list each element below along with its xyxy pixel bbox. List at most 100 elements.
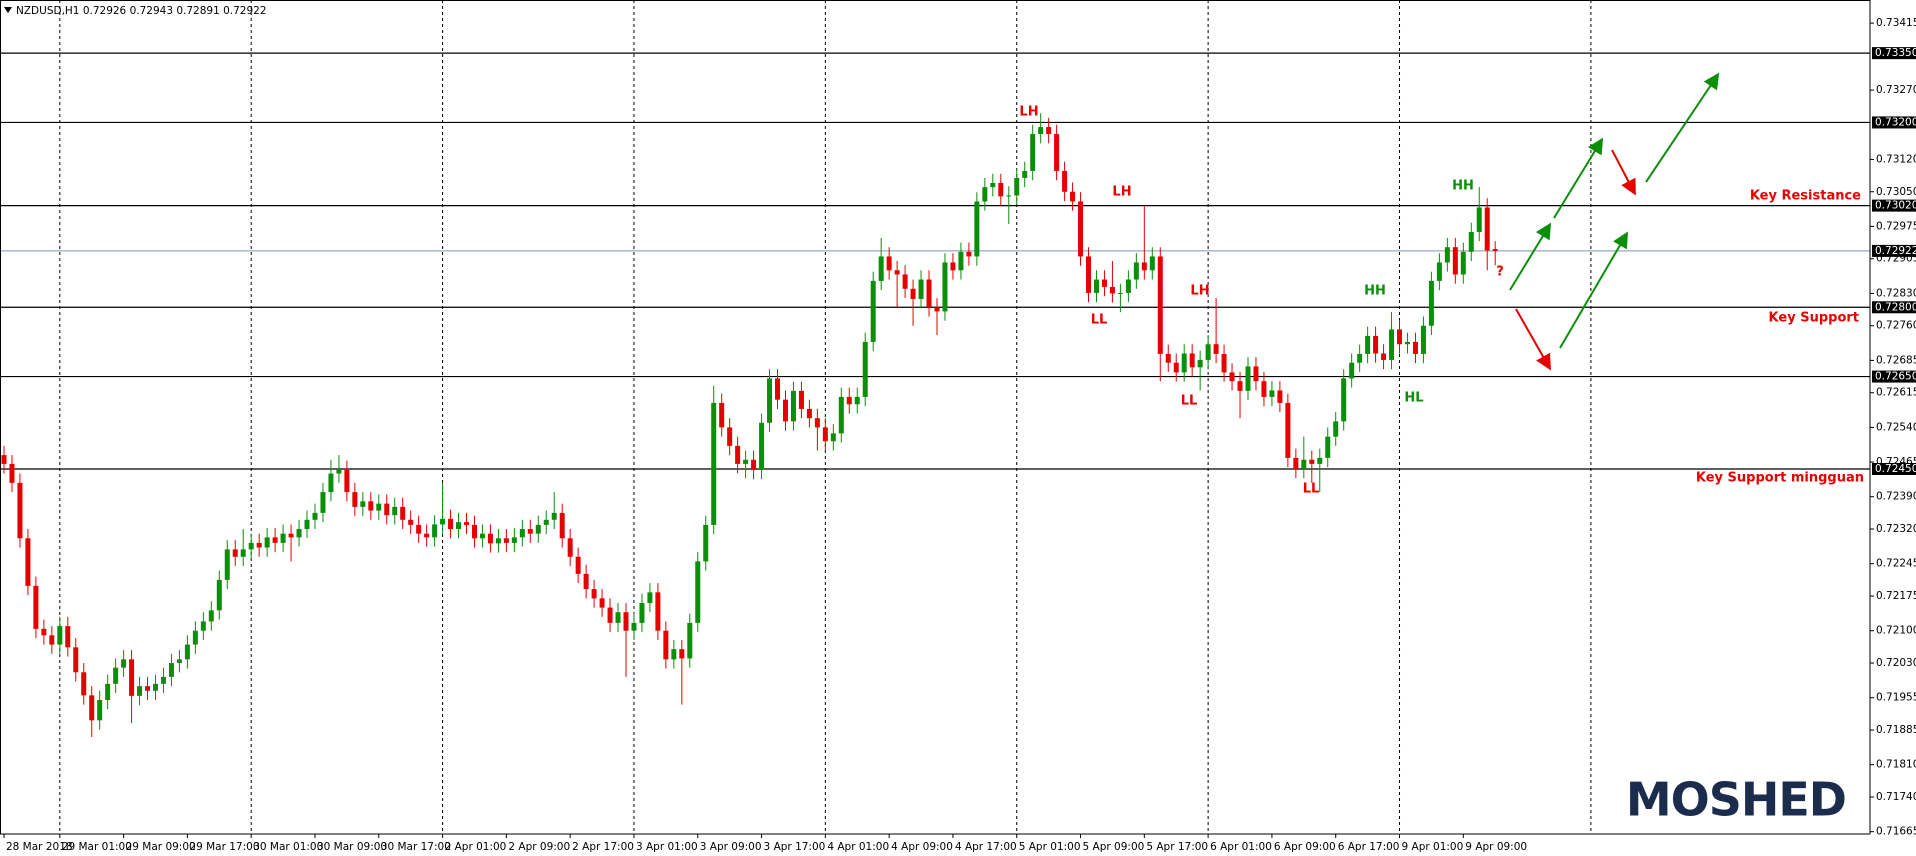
y-tick-label: 0.71740 [1876, 791, 1916, 803]
y-tick-label: 0.72390 [1876, 491, 1916, 503]
level-label-box [1872, 301, 1916, 314]
candle-body [902, 274, 908, 289]
annotation: HL [1404, 391, 1423, 406]
arrow [1509, 222, 1552, 291]
annotation: HH [1364, 284, 1386, 299]
candle-body [1205, 344, 1211, 360]
candle-body [145, 686, 151, 691]
candle-body [1269, 390, 1275, 397]
x-tick-label: 30 Mar 09:00 [317, 841, 387, 853]
candle-body [1428, 280, 1434, 326]
candle-body [1420, 325, 1426, 354]
candle-body [336, 469, 342, 474]
level-label: 0.73350 [1875, 47, 1916, 59]
candle-body [854, 396, 860, 405]
candle-body [432, 524, 438, 538]
y-tick-label: 0.72030 [1876, 657, 1916, 669]
y-tick-label: 0.72540 [1876, 421, 1916, 433]
candle-body [894, 270, 900, 275]
candle-body [775, 378, 781, 400]
arrow [1553, 137, 1604, 219]
x-tick-label: 4 Apr 09:00 [891, 841, 953, 853]
y-tick-label: 0.71885 [1876, 724, 1916, 736]
y-tick-label: 0.73120 [1876, 153, 1916, 165]
candle-body [759, 422, 765, 470]
candle-body [583, 573, 589, 590]
candle-body [751, 459, 757, 470]
candle-body [320, 492, 326, 513]
candle-body [328, 473, 334, 493]
candle-body [1444, 247, 1450, 263]
candle-body [1325, 436, 1331, 458]
candle-body [743, 459, 749, 464]
candle-body [679, 649, 685, 659]
x-tick-label: 3 Apr 17:00 [764, 841, 826, 853]
candle-body [105, 683, 111, 701]
candle-body [990, 182, 996, 188]
candle-body [487, 533, 493, 544]
candle-body [1484, 207, 1490, 251]
candle-body [25, 538, 31, 586]
candle-body [511, 537, 517, 543]
candle-body [296, 529, 302, 538]
candle-body [1436, 262, 1442, 281]
annotation: LH [1019, 105, 1038, 120]
candle-body [695, 561, 701, 623]
candle-body [966, 251, 972, 257]
candle-body [974, 201, 980, 257]
level-label-box [1872, 462, 1916, 475]
candle-body [663, 630, 669, 660]
candle-body [1381, 353, 1387, 360]
candle-body [910, 288, 916, 299]
candle-body [1101, 279, 1107, 287]
candle-body [934, 307, 940, 312]
x-tick-label: 2 Apr 09:00 [508, 841, 570, 853]
candle-body [1285, 402, 1291, 458]
candle-body [440, 518, 446, 525]
candle-body [376, 503, 382, 511]
arrow [1645, 72, 1720, 183]
candle-body [456, 522, 462, 530]
candle-body [121, 659, 127, 668]
candle-body [1181, 353, 1187, 373]
candle-body [559, 512, 565, 539]
arrows [1509, 72, 1720, 371]
candle-body [1460, 251, 1466, 275]
candle-body [1157, 256, 1163, 354]
x-tick-label: 5 Apr 01:00 [1019, 841, 1081, 853]
candle-body [264, 537, 270, 548]
candle-body [392, 506, 398, 516]
arrow [1559, 231, 1629, 349]
annotation: LH [1190, 284, 1209, 299]
candle-body [1277, 390, 1283, 403]
arrow [1611, 149, 1636, 196]
x-tick-label: 30 Mar 01:00 [253, 841, 323, 853]
level-label: 0.72800 [1875, 301, 1916, 313]
candle-body [1141, 262, 1147, 271]
candle-body [129, 659, 135, 696]
candle-body [280, 533, 286, 543]
annotation: ? [1496, 265, 1504, 280]
annotation: LL [1181, 394, 1198, 409]
candle-body [607, 607, 613, 623]
x-tick-label: 5 Apr 09:00 [1083, 841, 1145, 853]
menu-arrow[interactable] [4, 7, 12, 13]
candle-body [711, 402, 717, 525]
y-tick-label: 0.72320 [1876, 523, 1916, 535]
candle-body [73, 647, 79, 673]
annotation: Key Support mingguan [1696, 471, 1864, 486]
candle-body [176, 659, 182, 664]
candle-body [1341, 378, 1347, 422]
x-tick-label: 3 Apr 09:00 [700, 841, 762, 853]
candle-body [703, 524, 709, 562]
level-label-box [1872, 199, 1916, 212]
candle-body [1197, 359, 1203, 368]
candle-body [942, 262, 948, 312]
candle-body [982, 187, 988, 202]
candle-body [216, 579, 222, 611]
candle-body [567, 538, 573, 557]
candle-body [886, 256, 892, 271]
candle-body [1189, 353, 1195, 368]
